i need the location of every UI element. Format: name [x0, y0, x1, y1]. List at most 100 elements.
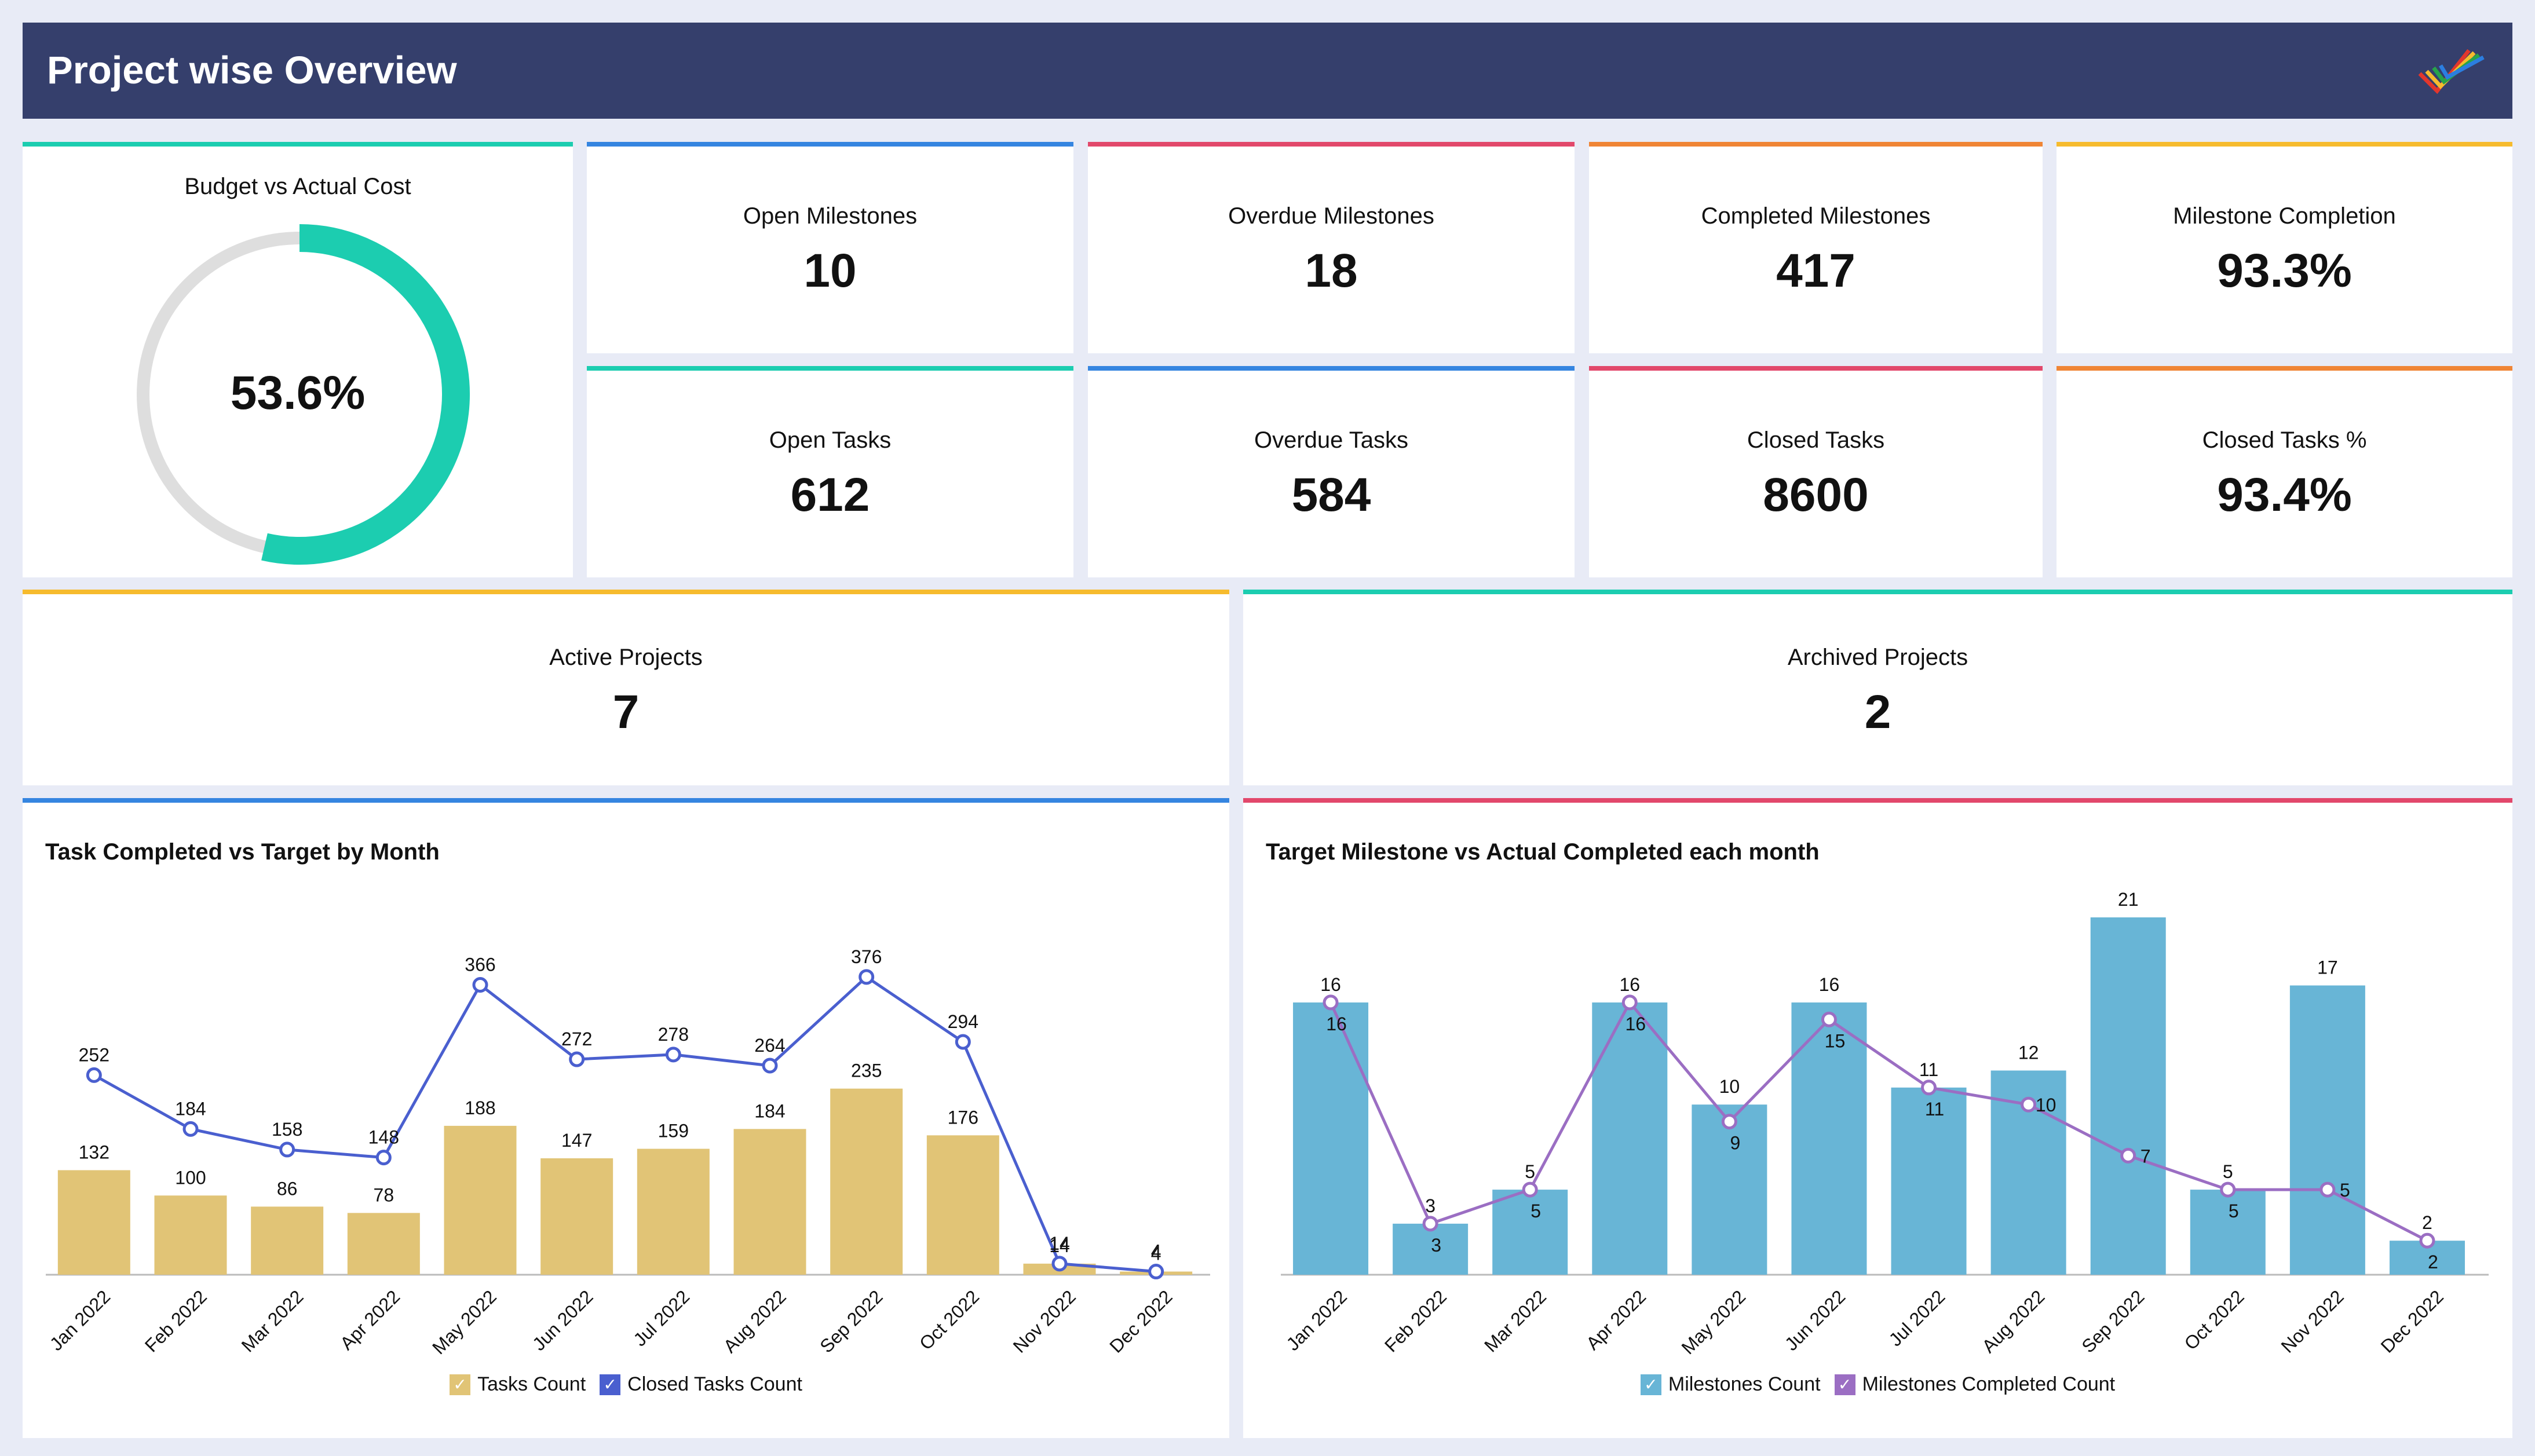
x-tick-label: Jun 2022	[528, 1286, 597, 1355]
series-point[interactable]	[2220, 1181, 2236, 1198]
bar[interactable]	[1791, 1002, 1867, 1275]
kpi-card[interactable]: Open Milestones 10	[587, 142, 1073, 353]
x-tick-label: Jul 2022	[1884, 1286, 1949, 1350]
active-projects-card[interactable]: Active Projects 7	[23, 590, 1229, 785]
bar[interactable]	[444, 1125, 517, 1275]
series-point[interactable]	[955, 1034, 971, 1050]
kpi-card[interactable]: Milestone Completion 93.3%	[2057, 142, 2512, 353]
kpi-card[interactable]: Overdue Tasks 584	[1088, 366, 1575, 577]
series-point[interactable]	[2320, 1181, 2336, 1198]
x-tick-label: Jul 2022	[629, 1286, 693, 1350]
kpi-value: 584	[1291, 469, 1371, 521]
series-point[interactable]	[86, 1067, 102, 1083]
kpi-title: Completed Milestones	[1701, 203, 1931, 229]
checkbox-icon[interactable]: ✓	[1834, 1374, 1855, 1395]
x-tick-label: Jan 2022	[1282, 1286, 1351, 1355]
milestone-chart-card[interactable]: Target Milestone vs Actual Completed eac…	[1243, 798, 2512, 1438]
line-data-label: 10	[2036, 1095, 2057, 1115]
bar[interactable]	[1592, 1002, 1668, 1275]
project-card-title: Archived Projects	[1787, 645, 1968, 670]
series-point[interactable]	[1821, 1011, 1837, 1027]
legend-item-milestones-count[interactable]: ✓ Milestones Count	[1640, 1373, 1821, 1396]
series-point[interactable]	[1323, 994, 1339, 1011]
archived-projects-card[interactable]: Archived Projects 2	[1243, 590, 2512, 785]
budget-donut	[137, 224, 470, 565]
bar-data-label: 132	[79, 1142, 109, 1162]
x-tick-label: Mar 2022	[238, 1286, 308, 1356]
legend-item-closed-tasks-count[interactable]: ✓ Closed Tasks Count	[600, 1373, 802, 1396]
milestone-chart-svg: 16 3 5 16 10 16 11 12 21 5 17 2 16 3 5 16 9 15 11 10 7 5 5 2 Jan…	[1281, 889, 2489, 1358]
bar[interactable]	[1293, 1002, 1369, 1275]
bar[interactable]	[637, 1148, 710, 1275]
bar[interactable]	[2289, 985, 2365, 1275]
page-title: Project wise Overview	[47, 49, 457, 92]
line-data-label: 158	[272, 1119, 302, 1140]
legend-item-milestones-completed-count[interactable]: ✓ Milestones Completed Count	[1834, 1373, 2116, 1396]
bar[interactable]	[540, 1158, 613, 1275]
series-point[interactable]	[279, 1142, 295, 1158]
task-chart-title: Task Completed vs Target by Month	[45, 839, 440, 865]
line-data-label: 9	[1730, 1133, 1740, 1154]
bar[interactable]	[926, 1135, 999, 1275]
bar[interactable]	[154, 1195, 227, 1275]
task-chart-card[interactable]: Task Completed vs Target by Month 132 100…	[23, 798, 1229, 1438]
kpi-card[interactable]: Closed Tasks 8600	[1589, 366, 2043, 577]
series-point[interactable]	[375, 1150, 392, 1166]
bar-data-label: 16	[1619, 974, 1640, 995]
bar-data-label: 100	[175, 1167, 206, 1188]
kpi-title: Overdue Tasks	[1254, 427, 1409, 453]
kpi-value: 417	[1776, 244, 1855, 297]
bar-data-label: 21	[2118, 889, 2139, 910]
series-point[interactable]	[2419, 1232, 2435, 1249]
x-tick-label: Jun 2022	[1781, 1286, 1850, 1355]
line-data-label: 7	[2140, 1146, 2151, 1166]
series-point[interactable]	[1051, 1256, 1068, 1272]
kpi-title: Open Tasks	[769, 427, 892, 453]
kpi-card[interactable]: Completed Milestones 417	[1589, 142, 2043, 353]
bar[interactable]	[1492, 1190, 1568, 1275]
checkbox-icon[interactable]: ✓	[600, 1374, 621, 1395]
series-point[interactable]	[1721, 1114, 1737, 1130]
series-point[interactable]	[1921, 1080, 1937, 1096]
bar[interactable]	[2190, 1190, 2266, 1275]
series-point[interactable]	[762, 1058, 778, 1074]
series-point[interactable]	[1148, 1264, 1164, 1280]
series-point[interactable]	[665, 1047, 681, 1063]
checkbox-icon[interactable]: ✓	[1640, 1374, 1661, 1395]
series-point[interactable]	[859, 969, 875, 985]
line-data-label: 366	[465, 954, 495, 975]
bar[interactable]	[1393, 1223, 1469, 1275]
series-point[interactable]	[1422, 1216, 1438, 1232]
kpi-card[interactable]: Overdue Milestones 18	[1088, 142, 1575, 353]
series-point[interactable]	[1621, 994, 1638, 1011]
checkbox-icon[interactable]: ✓	[450, 1374, 471, 1395]
line-data-label: 252	[79, 1044, 109, 1065]
series-point[interactable]	[1522, 1181, 1538, 1198]
kpi-card[interactable]: Open Tasks 612	[587, 366, 1073, 577]
series-point[interactable]	[182, 1121, 199, 1137]
kpi-value: 8600	[1763, 469, 1869, 521]
budget-card[interactable]: Budget vs Actual Cost 53.6%	[23, 142, 573, 577]
bar[interactable]	[830, 1088, 903, 1275]
line-data-label: 264	[754, 1035, 785, 1056]
bar[interactable]	[57, 1170, 130, 1275]
series-line	[93, 975, 1156, 1274]
bar[interactable]	[251, 1206, 324, 1275]
bar[interactable]	[347, 1213, 420, 1275]
kpi-card[interactable]: Closed Tasks % 93.4%	[2057, 366, 2512, 577]
legend-label: Milestones Completed Count	[1862, 1373, 2116, 1395]
bar[interactable]	[1891, 1087, 1967, 1275]
bar-data-label: 16	[1819, 974, 1840, 995]
legend-item-tasks-count[interactable]: ✓ Tasks Count	[450, 1373, 586, 1396]
x-tick-label: Apr 2022	[1582, 1286, 1650, 1353]
bar[interactable]	[733, 1129, 806, 1275]
bar[interactable]	[1692, 1104, 1767, 1275]
bar-data-label: 10	[1719, 1076, 1740, 1097]
series-point[interactable]	[2021, 1096, 2037, 1113]
bar-data-label: 188	[465, 1098, 495, 1118]
series-point[interactable]	[569, 1051, 585, 1067]
series-point[interactable]	[2120, 1147, 2136, 1164]
x-tick-label: Feb 2022	[1380, 1286, 1451, 1356]
series-point[interactable]	[472, 976, 488, 993]
bar[interactable]	[2090, 917, 2166, 1275]
